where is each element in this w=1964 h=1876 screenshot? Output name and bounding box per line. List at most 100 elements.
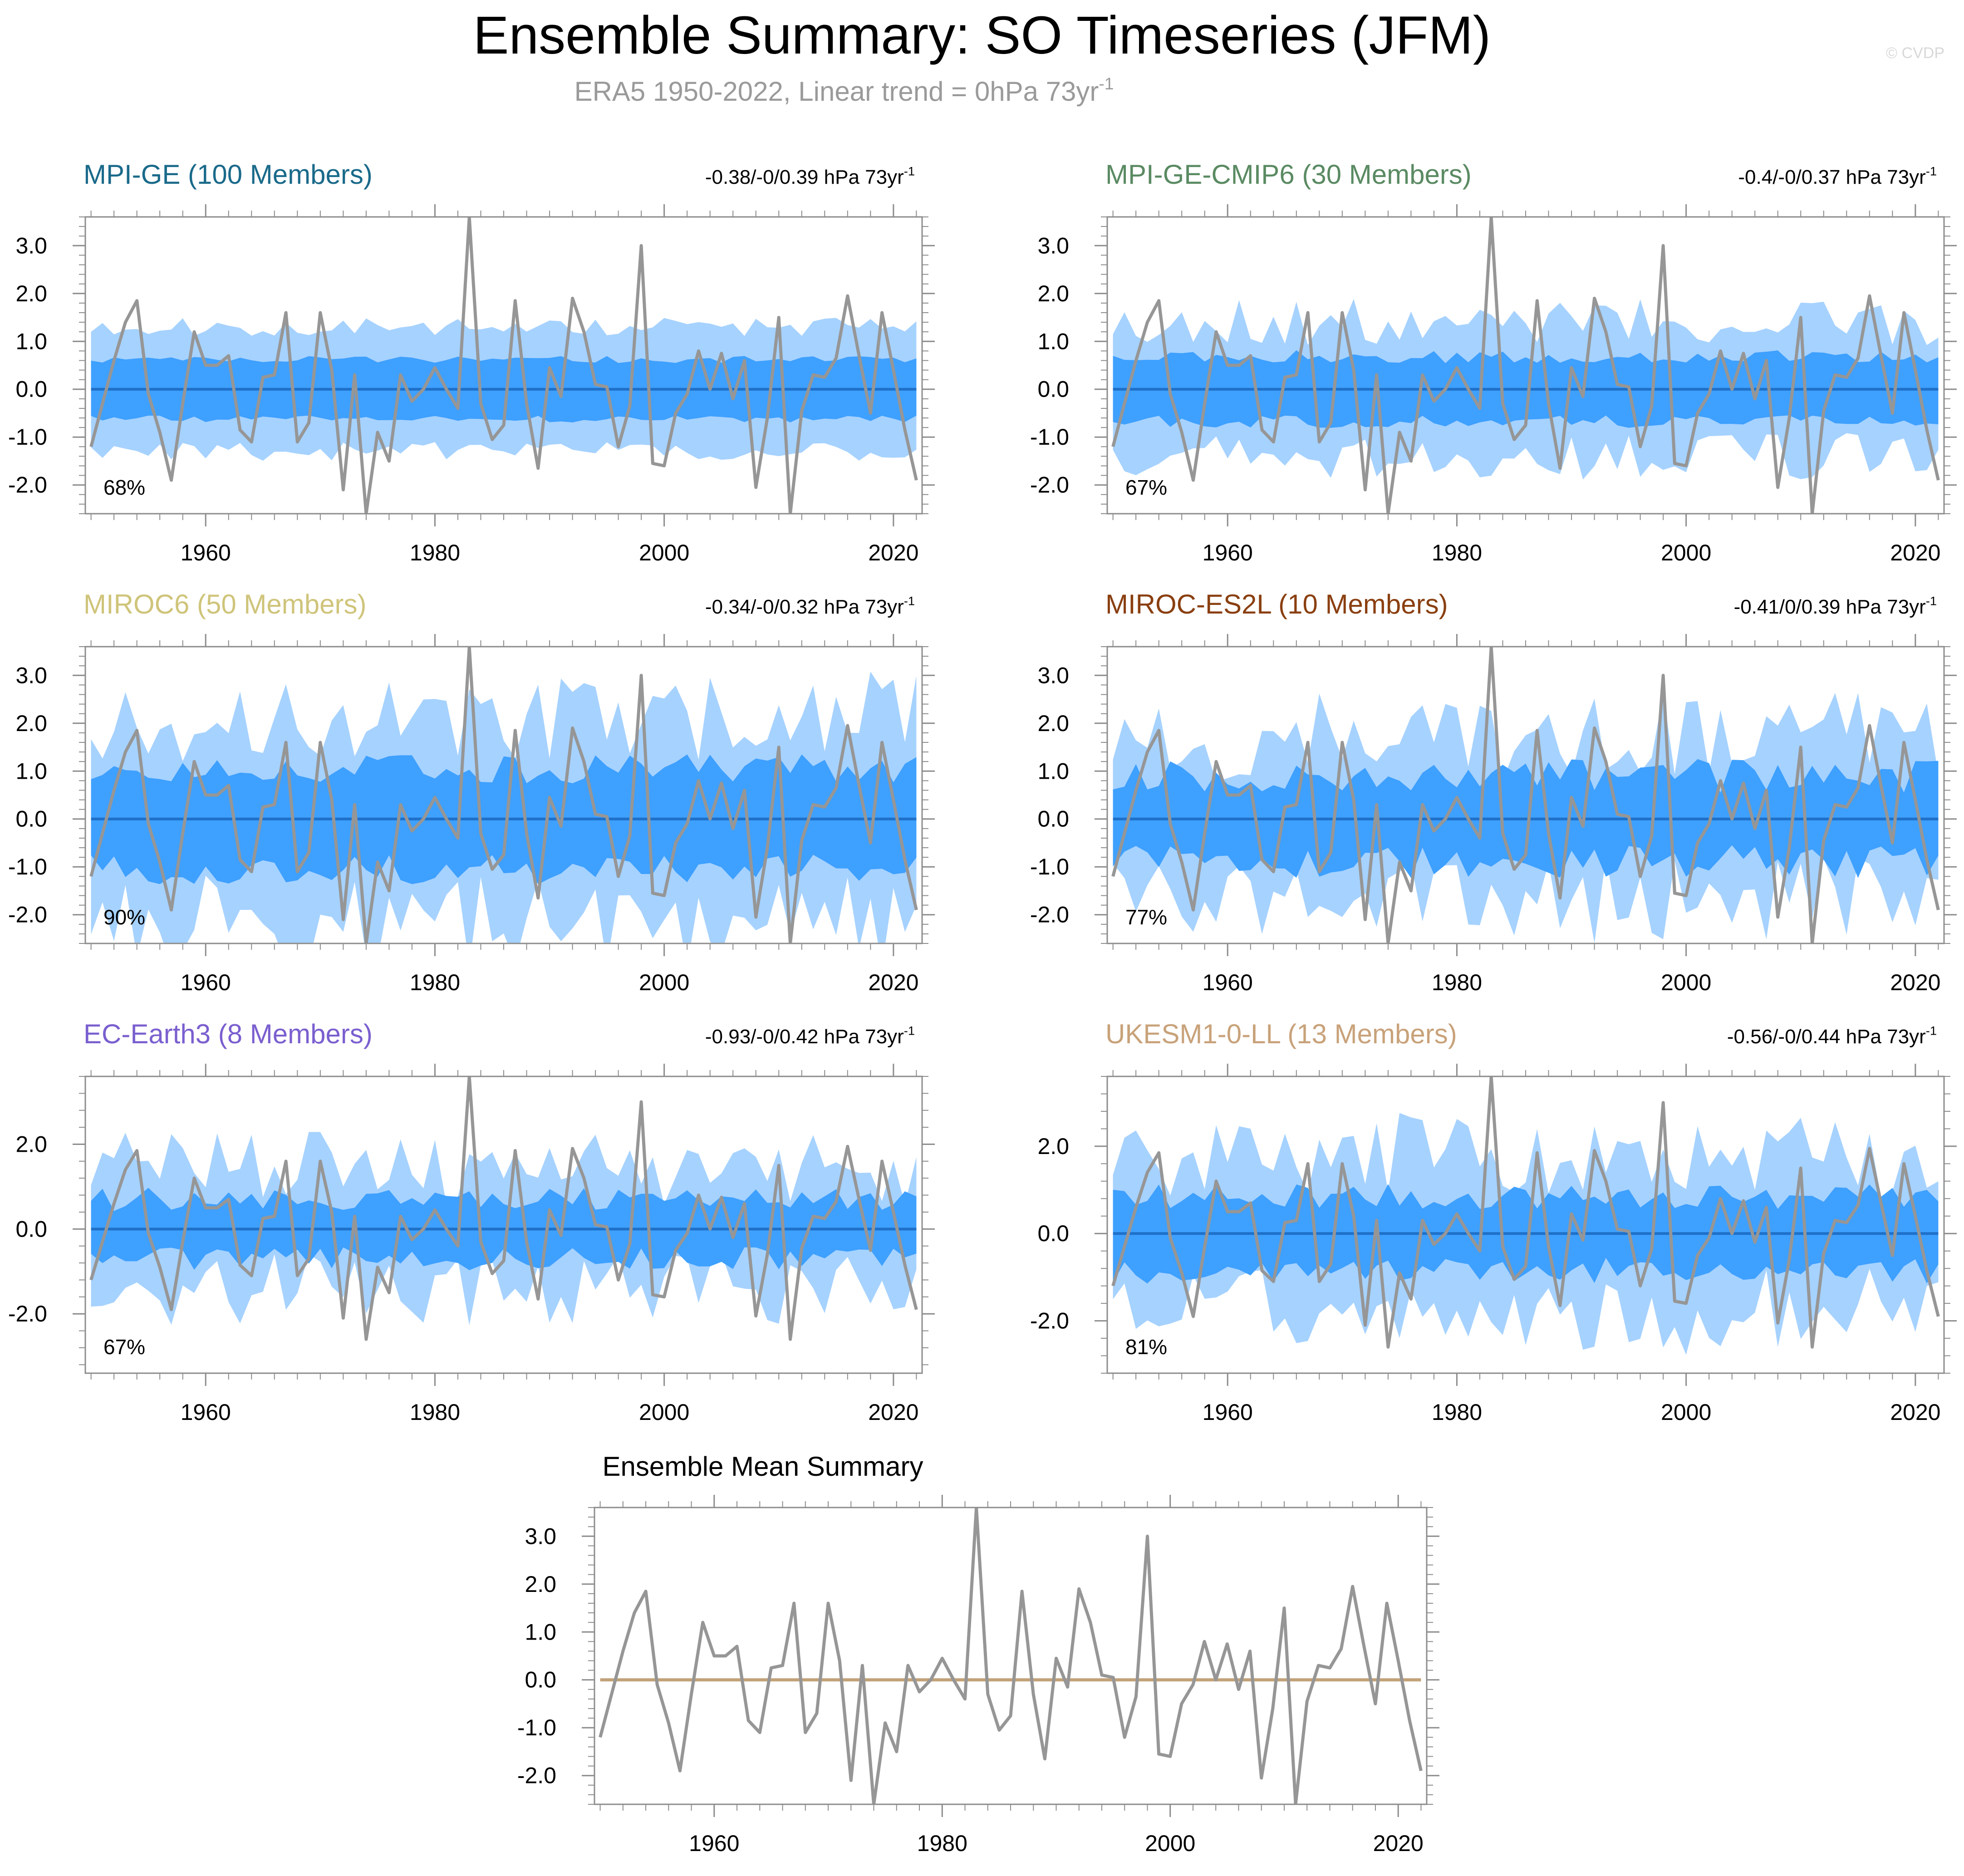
trend-label-text: -0.34/-0/0.32 hPa 73yr bbox=[705, 596, 904, 618]
y-tick-label: 1.0 bbox=[15, 758, 47, 784]
y-tick-label: 2.0 bbox=[15, 711, 47, 736]
x-tick-label: 1980 bbox=[1432, 540, 1482, 565]
y-tick-label: 3.0 bbox=[1037, 663, 1069, 688]
x-tick-label: 1960 bbox=[181, 1400, 231, 1425]
y-tick-label: -2.0 bbox=[1030, 1308, 1069, 1334]
x-tick-label: 2000 bbox=[639, 540, 689, 565]
plot-area-5 bbox=[89, 1076, 918, 1341]
y-tick-label: -1.0 bbox=[8, 424, 47, 450]
x-tick-label: 2020 bbox=[1890, 970, 1940, 995]
plot-area-3 bbox=[89, 647, 918, 943]
y-tick-label: 1.0 bbox=[1037, 329, 1069, 354]
page-subtitle-text: ERA5 1950-2022, Linear trend = 0hPa 73yr bbox=[574, 76, 1099, 107]
percent-label: 68% bbox=[103, 476, 145, 499]
era5-line bbox=[89, 647, 918, 943]
y-tick-label: -2.0 bbox=[8, 902, 47, 928]
trend-label-text: -0.38/-0/0.39 hPa 73yr bbox=[705, 166, 904, 188]
panel-2: 1960 1980 2000 2020 3.0 2.0 1.0 0.0 -1.0 -2.0 MPI-… bbox=[1030, 159, 1957, 565]
panel-title: MPI-GE-CMIP6 (30 Members) bbox=[1105, 159, 1472, 190]
era5-line bbox=[1111, 1076, 1940, 1349]
y-tick-label: 0.0 bbox=[15, 377, 47, 402]
y-tick-label: -1.0 bbox=[1030, 854, 1069, 879]
percent-label: 90% bbox=[103, 905, 145, 929]
y-tick-label: 2.0 bbox=[1037, 1134, 1069, 1159]
panel-5: 1960 1980 2000 2020 2.0 0.0 -2.0 EC-Earth3 (8 M… bbox=[8, 1019, 935, 1425]
y-tick-label: 3.0 bbox=[525, 1523, 556, 1549]
watermark: © CVDP bbox=[1886, 44, 1944, 62]
x-tick-label: 2000 bbox=[639, 1400, 689, 1425]
trend-label-sup: -1 bbox=[904, 594, 915, 608]
x-tick-label: 1980 bbox=[410, 540, 460, 565]
trend-label-text: -0.41/0/0.39 hPa 73yr bbox=[1734, 596, 1926, 618]
trend-label-sup: -1 bbox=[904, 164, 915, 178]
y-tick-label: 1.0 bbox=[15, 329, 47, 354]
x-tick-label: 1960 bbox=[181, 970, 231, 995]
panel-1: 1960 1980 2000 2020 3.0 2.0 1.0 0.0 -1.0 -2.0 MPI-… bbox=[8, 159, 935, 565]
page-subtitle: ERA5 1950-2022, Linear trend = 0hPa 73yr… bbox=[574, 74, 1114, 107]
panel-4: 1960 1980 2000 2020 3.0 2.0 1.0 0.0 -1.0 -2.0 MIRO… bbox=[1030, 589, 1957, 995]
trend-label: -0.4/-0/0.37 hPa 73yr-1 bbox=[1738, 164, 1937, 188]
era5-line bbox=[89, 217, 918, 514]
x-tick-label: 2000 bbox=[1661, 540, 1711, 565]
y-tick-label: -2.0 bbox=[517, 1763, 556, 1788]
panel-title: UKESM1-0-LL (13 Members) bbox=[1105, 1019, 1457, 1049]
y-tick-label: 0.0 bbox=[15, 806, 47, 832]
trend-label: -0.34/-0/0.32 hPa 73yr-1 bbox=[705, 594, 915, 618]
x-tick-label: 1960 bbox=[1203, 540, 1253, 565]
page-subtitle-sup: -1 bbox=[1099, 74, 1114, 93]
x-tick-label: 1960 bbox=[689, 1831, 739, 1856]
panel-title: MIROC6 (50 Members) bbox=[83, 589, 366, 619]
y-tick-label: 2.0 bbox=[1037, 281, 1069, 306]
y-tick-label: 3.0 bbox=[1037, 233, 1069, 258]
panel-title: EC-Earth3 (8 Members) bbox=[83, 1019, 373, 1049]
y-tick-label: 1.0 bbox=[1037, 758, 1069, 784]
y-tick-label: 0.0 bbox=[525, 1667, 556, 1693]
x-tick-label: 1960 bbox=[1203, 1400, 1253, 1425]
plot-area-2 bbox=[1111, 217, 1940, 514]
x-tick-label: 2020 bbox=[1890, 1400, 1940, 1425]
y-tick-label: -1.0 bbox=[517, 1715, 556, 1740]
x-tick-label: 1980 bbox=[1432, 1400, 1482, 1425]
x-tick-label: 2020 bbox=[1890, 540, 1940, 565]
y-tick-label: -1.0 bbox=[8, 854, 47, 879]
era5-line bbox=[599, 1508, 1423, 1804]
x-tick-label: 1980 bbox=[410, 970, 460, 995]
trend-label-sup: -1 bbox=[1926, 164, 1937, 178]
x-tick-label: 1960 bbox=[1203, 970, 1253, 995]
y-tick-label: 3.0 bbox=[15, 233, 47, 258]
trend-label-text: -0.93/-0/0.42 hPa 73yr bbox=[705, 1026, 904, 1048]
panel-6: 1960 1980 2000 2020 2.0 0.0 -2.0 UKESM1-0-LL (1… bbox=[1030, 1019, 1957, 1425]
trend-label-sup: -1 bbox=[1926, 594, 1937, 608]
y-tick-label: 1.0 bbox=[525, 1619, 556, 1645]
x-tick-label: 2000 bbox=[639, 970, 689, 995]
era5-line bbox=[1111, 647, 1940, 943]
x-tick-label: 1960 bbox=[181, 540, 231, 565]
y-tick-label: 3.0 bbox=[15, 663, 47, 688]
x-tick-label: 2020 bbox=[1373, 1831, 1424, 1856]
y-tick-label: -2.0 bbox=[8, 472, 47, 498]
y-tick-label: 2.0 bbox=[525, 1572, 556, 1597]
trend-label: -0.41/0/0.39 hPa 73yr-1 bbox=[1734, 594, 1937, 618]
x-tick-label: 2000 bbox=[1145, 1831, 1195, 1856]
trend-label: -0.93/-0/0.42 hPa 73yr-1 bbox=[705, 1024, 915, 1048]
trend-label-text: -0.56/-0/0.44 hPa 73yr bbox=[1727, 1026, 1926, 1048]
x-tick-label: 2000 bbox=[1661, 970, 1711, 995]
era5-line bbox=[1111, 217, 1940, 514]
x-tick-label: 2000 bbox=[1661, 1400, 1711, 1425]
panel-7: 1960 1980 2000 2020 3.0 2.0 1.0 0.0 -1.0 -2.0 Ense… bbox=[517, 1451, 1439, 1856]
y-tick-label: 0.0 bbox=[1037, 1221, 1069, 1246]
y-tick-label: -1.0 bbox=[1030, 424, 1069, 450]
y-tick-label: -2.0 bbox=[8, 1301, 47, 1326]
panel-title: MPI-GE (100 Members) bbox=[83, 159, 373, 190]
x-tick-label: 1980 bbox=[410, 1400, 460, 1425]
plot-area-6 bbox=[1111, 1076, 1940, 1355]
y-tick-label: 2.0 bbox=[15, 281, 47, 306]
trend-label-sup: -1 bbox=[904, 1024, 915, 1038]
era5-line bbox=[89, 1076, 918, 1341]
percent-label: 67% bbox=[103, 1335, 145, 1359]
y-tick-label: 0.0 bbox=[1037, 806, 1069, 832]
x-tick-label: 1980 bbox=[1432, 970, 1482, 995]
y-tick-label: 0.0 bbox=[15, 1216, 47, 1242]
